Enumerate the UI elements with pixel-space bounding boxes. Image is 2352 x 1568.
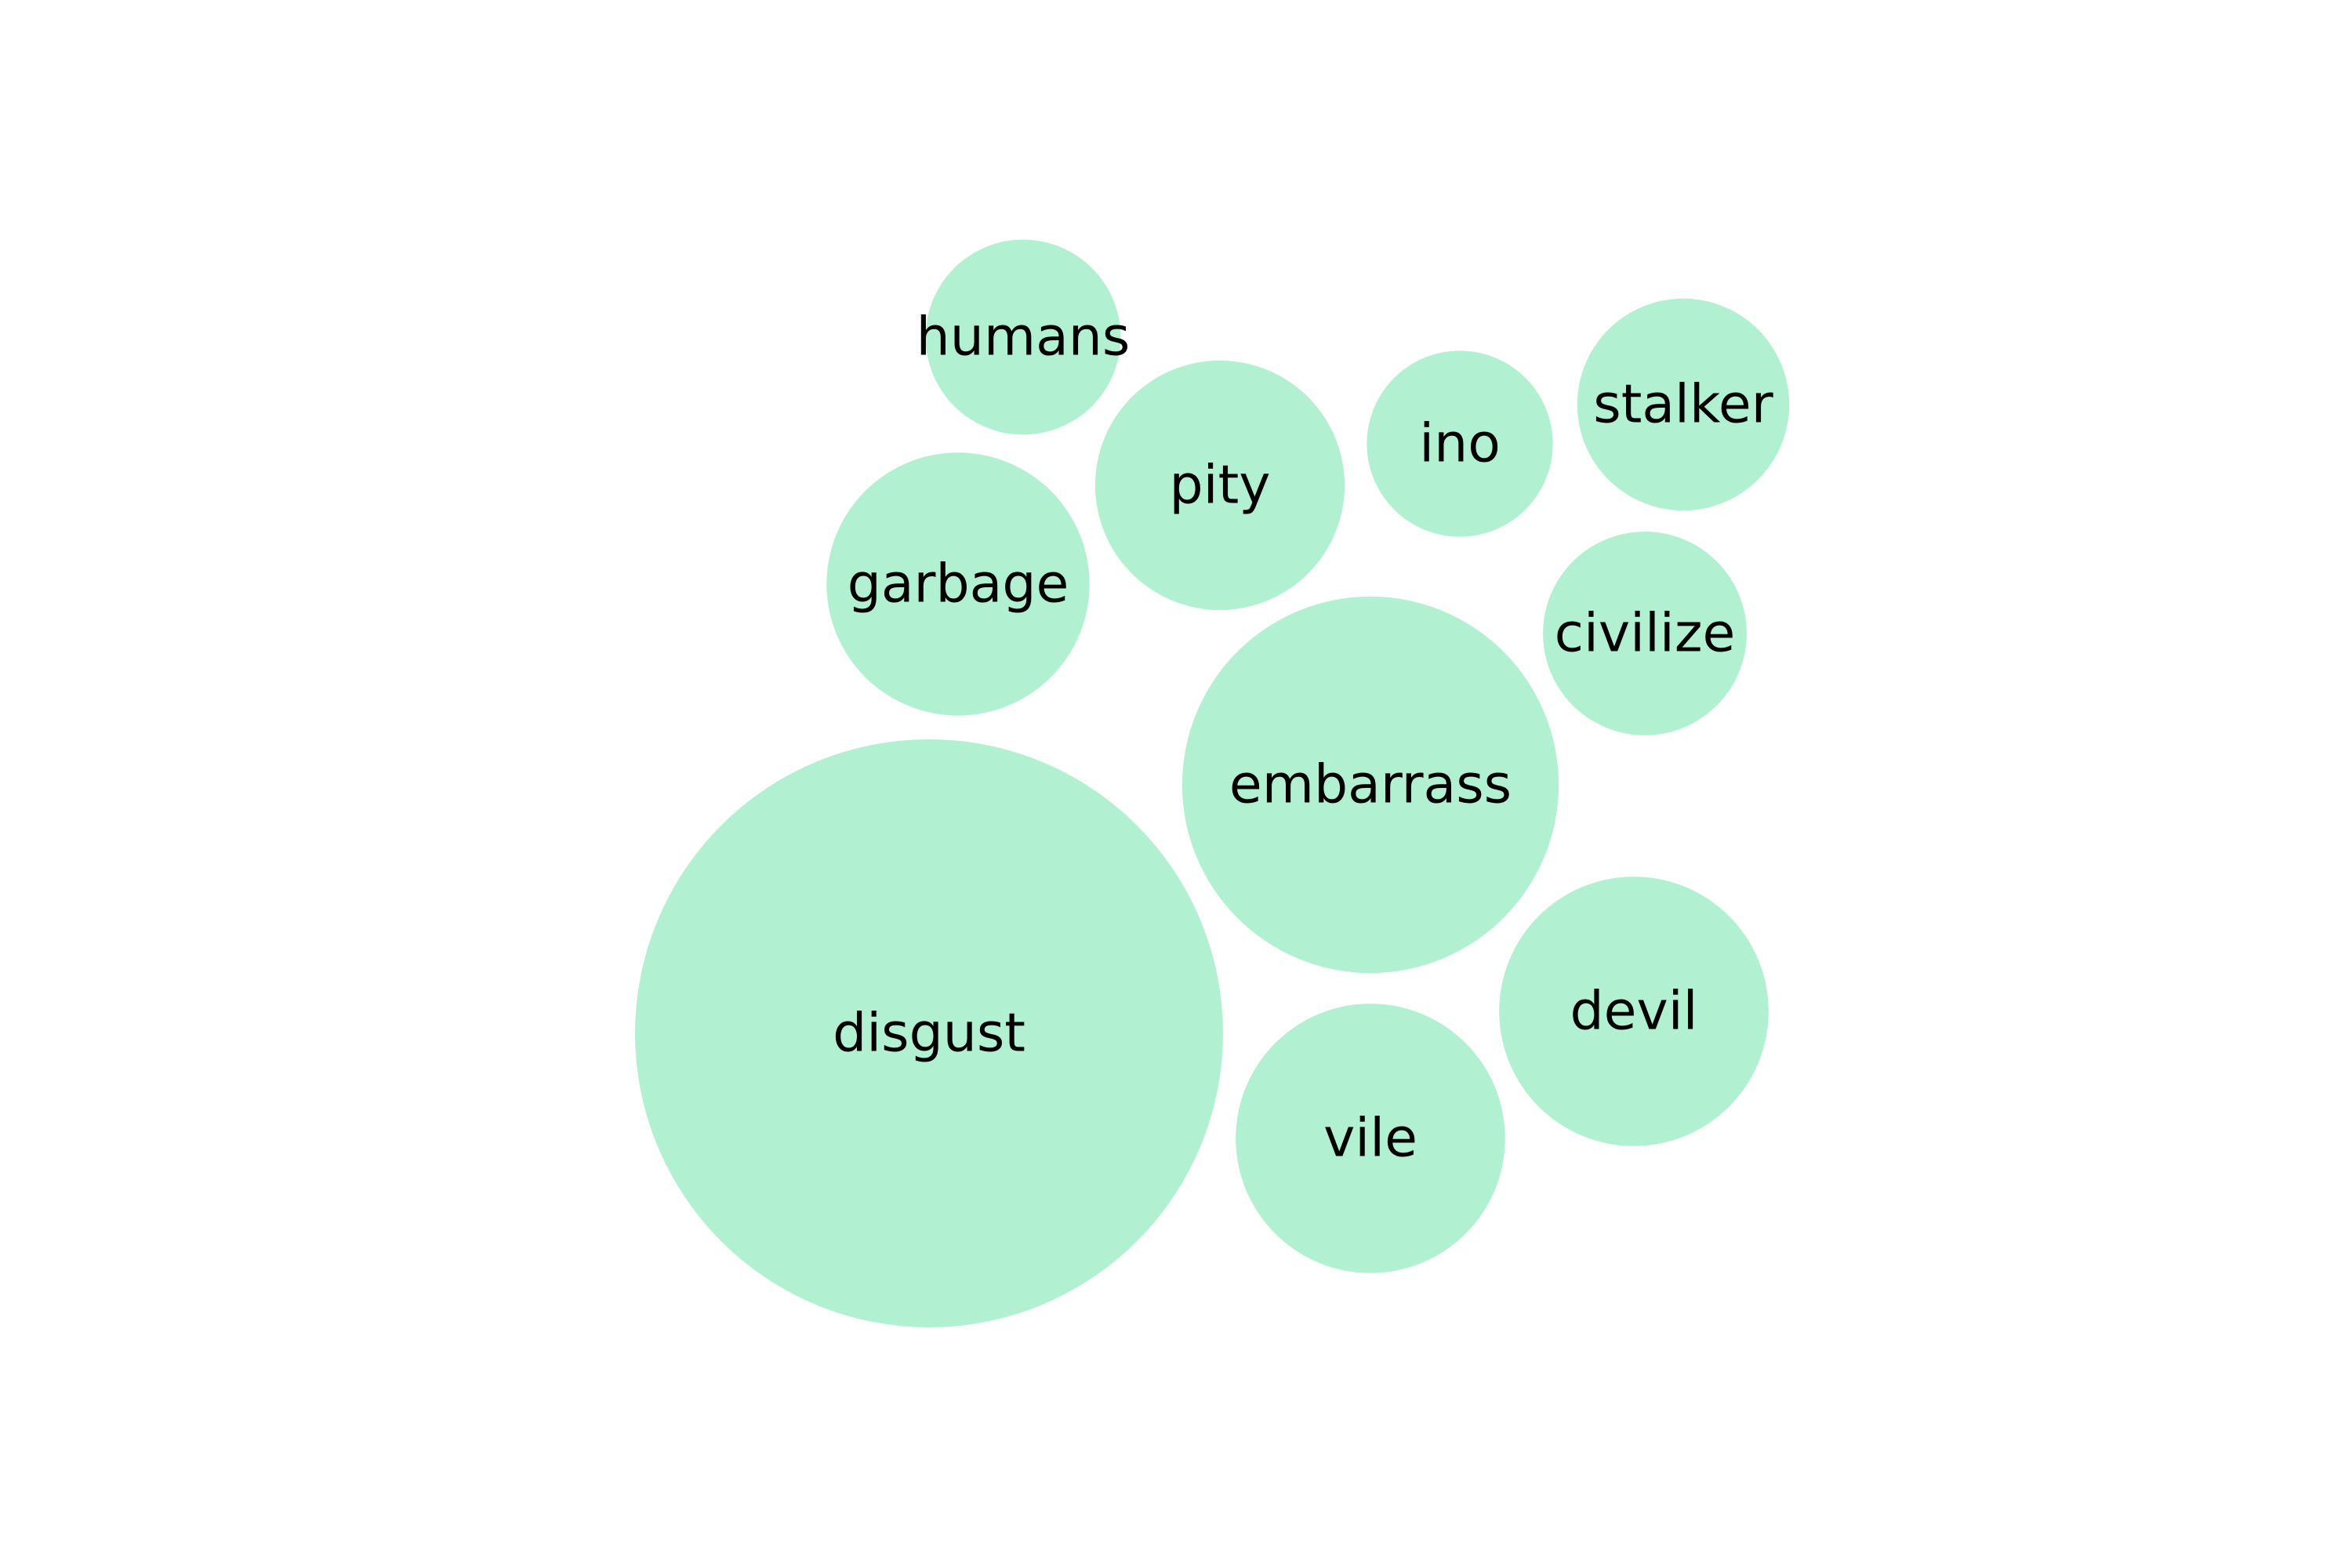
bubble-group-civilize: civilize	[1543, 532, 1747, 735]
bubble-pity	[1094, 360, 1345, 611]
bubble-vile	[1236, 1004, 1505, 1273]
bubble-civilize	[1543, 532, 1747, 735]
bubble-embarrass	[1181, 596, 1559, 974]
bubble-group-ino: ino	[1367, 350, 1553, 537]
bubble-group-vile: vile	[1236, 1004, 1505, 1273]
bubble-label-ino: ino	[1419, 413, 1501, 475]
bubble-label-devil: devil	[1570, 981, 1697, 1043]
bubble-group-humans: humans	[916, 239, 1131, 435]
bubble-disgust	[635, 739, 1223, 1327]
bubble-label-stalker: stalker	[1593, 374, 1773, 436]
bubbles-layer: disgust embarrass devil vile garbage pity stal…	[635, 239, 1790, 1327]
bubble-group-pity: pity	[1094, 360, 1345, 611]
bubble-label-disgust: disgust	[833, 1003, 1025, 1065]
bubble-garbage	[826, 452, 1090, 716]
bubble-label-vile: vile	[1323, 1108, 1417, 1170]
bubble-ino	[1367, 350, 1553, 537]
bubble-group-embarrass: embarrass	[1181, 596, 1559, 974]
bubble-label-pity: pity	[1170, 455, 1271, 517]
bubble-label-embarrass: embarrass	[1229, 754, 1512, 816]
bubble-devil	[1499, 877, 1769, 1146]
bubble-humans	[925, 239, 1121, 435]
bubble-stalker	[1577, 298, 1790, 511]
bubble-group-disgust: disgust	[635, 739, 1223, 1327]
bubble-label-humans: humans	[916, 307, 1131, 368]
bubble-label-garbage: garbage	[848, 554, 1069, 615]
bubble-label-civilize: civilize	[1555, 603, 1736, 665]
bubble-group-stalker: stalker	[1577, 298, 1790, 511]
bubble-group-devil: devil	[1499, 877, 1769, 1146]
bubble-group-garbage: garbage	[826, 452, 1090, 716]
